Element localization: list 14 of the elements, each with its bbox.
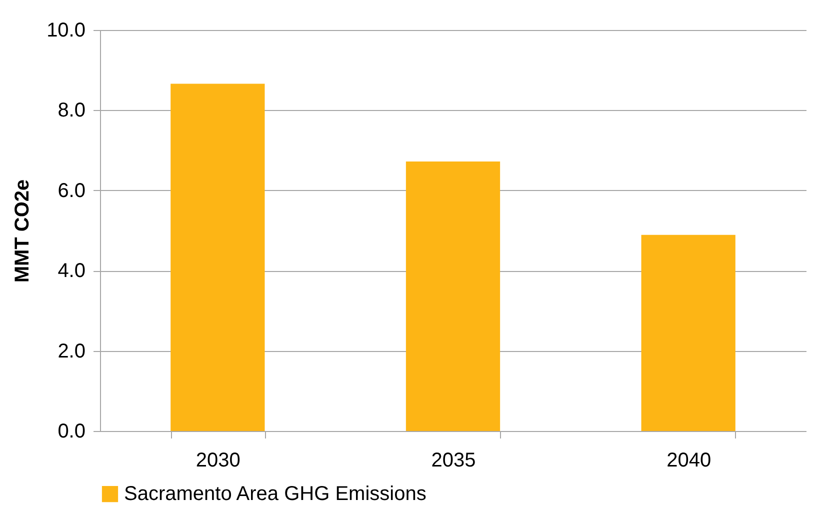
y-tick-label: 2.0 (58, 340, 86, 362)
x-tick-label: 2035 (431, 450, 476, 472)
bar (641, 234, 736, 431)
y-tick-label: 10.0 (46, 20, 86, 42)
legend-label: Sacramento Area GHG Emissions (124, 483, 426, 505)
y-tick-label: 8.0 (58, 100, 86, 122)
y-tick-label: 0.0 (58, 420, 86, 442)
y-axis-title: MMT CO2e (12, 179, 34, 283)
x-tick-label: 2030 (196, 450, 240, 472)
x-tick-label: 2040 (666, 450, 712, 472)
bar (406, 162, 500, 431)
y-tick-label: 6.0 (58, 180, 86, 202)
bar (170, 84, 265, 431)
y-tick-label: 4.0 (58, 260, 86, 282)
